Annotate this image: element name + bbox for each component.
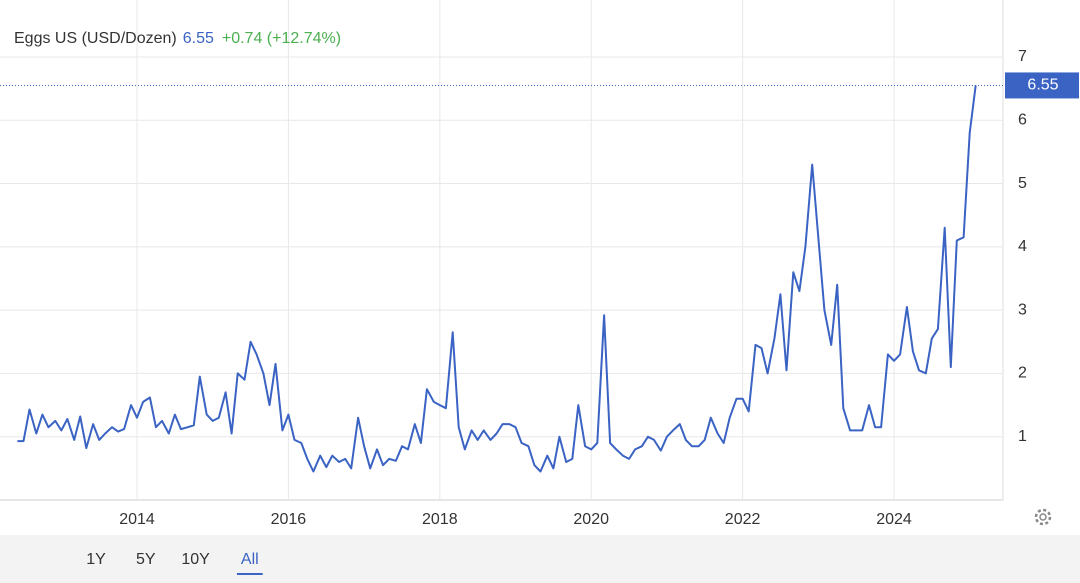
- line-series: [17, 85, 977, 473]
- y-tick-label: 2: [1018, 365, 1027, 382]
- plot-area: [0, 0, 1004, 501]
- y-tick-label: 6: [1018, 111, 1027, 128]
- y-tick-label: 5: [1018, 175, 1027, 192]
- range-bar: [0, 535, 1080, 583]
- chart-title: Eggs US (USD/Dozen): [14, 30, 177, 47]
- last-value: 6.55: [183, 30, 214, 47]
- change: +0.74 (+12.74%): [222, 30, 341, 47]
- y-tick-label: 7: [1018, 48, 1027, 65]
- range-button[interactable]: 1Y: [86, 551, 106, 568]
- range-button[interactable]: 10Y: [181, 551, 210, 568]
- x-tick-label: 2014: [119, 511, 155, 528]
- y-tick-label: 1: [1018, 428, 1027, 445]
- last-value-label: 6.55: [1027, 77, 1058, 94]
- x-tick-label: 2022: [725, 511, 761, 528]
- x-tick-label: 2016: [271, 511, 307, 528]
- range-button[interactable]: 5Y: [136, 551, 156, 568]
- x-tick-label: 2024: [876, 511, 912, 528]
- last-value-box: [1005, 72, 1079, 99]
- y-tick-label: 4: [1018, 238, 1027, 255]
- x-tick-label: 2020: [573, 511, 609, 528]
- settings-icon[interactable]: [1034, 508, 1052, 526]
- range-button[interactable]: All: [241, 551, 259, 568]
- y-tick-label: 3: [1018, 301, 1027, 318]
- x-tick-label: 2018: [422, 511, 458, 528]
